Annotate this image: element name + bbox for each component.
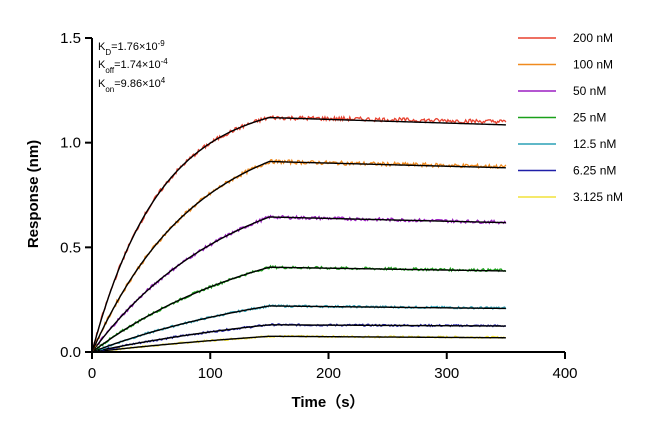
x-axis-title: Time（s） — [291, 393, 364, 411]
kd-annotation: KD=1.76×10-9 — [98, 39, 165, 57]
x-tick-label: 400 — [552, 365, 577, 382]
legend-label: 100 nM — [573, 58, 613, 72]
y-tick-label: 1.5 — [60, 30, 81, 47]
kon-annotation: Kon=9.86×104 — [98, 76, 166, 94]
legend-label: 12.5 nM — [573, 137, 616, 151]
x-tick-label: 100 — [198, 365, 223, 382]
x-tick-label: 0 — [88, 365, 96, 382]
legend: 200 nM 100 nM 50 nM 25 nM 12.5 nM 6.25 nM 3.12… — [518, 31, 623, 204]
legend-label: 6.25 nM — [573, 164, 616, 178]
legend-label: 25 nM — [573, 111, 606, 125]
series-fit-line — [91, 116, 506, 353]
legend-label: 3.125 nM — [573, 190, 623, 204]
series-fit-line — [91, 305, 506, 353]
series-fit-line — [91, 216, 506, 353]
y-tick-label: 1.0 — [60, 135, 81, 152]
legend-label: 200 nM — [573, 31, 613, 45]
y-ticks: 0.0 0.5 1.0 1.5 — [60, 30, 92, 361]
series-data-line — [91, 114, 507, 354]
plot-area — [91, 114, 507, 354]
kinetic-constants: KD=1.76×10-9 Koff=1.74×10-4 Kon=9.86×104 — [98, 39, 168, 94]
x-tick-label: 200 — [316, 365, 341, 382]
series-data-line — [91, 158, 507, 351]
koff-annotation: Koff=1.74×10-4 — [98, 57, 168, 75]
series-data-line — [91, 264, 507, 353]
y-tick-label: 0.5 — [60, 239, 81, 256]
series-fit-line — [91, 324, 506, 353]
axes: 0.0 0.5 1.0 1.5 0 100 200 300 400 — [60, 30, 577, 382]
series-fit-line — [91, 335, 506, 353]
x-tick-label: 300 — [434, 365, 459, 382]
series-fit-line — [91, 266, 506, 353]
y-axis-title: Response (nm) — [25, 140, 42, 248]
series-fit-line — [91, 160, 506, 353]
y-tick-label: 0.0 — [60, 344, 81, 361]
legend-label: 50 nM — [573, 84, 606, 98]
x-ticks: 0 100 200 300 400 — [88, 352, 578, 382]
